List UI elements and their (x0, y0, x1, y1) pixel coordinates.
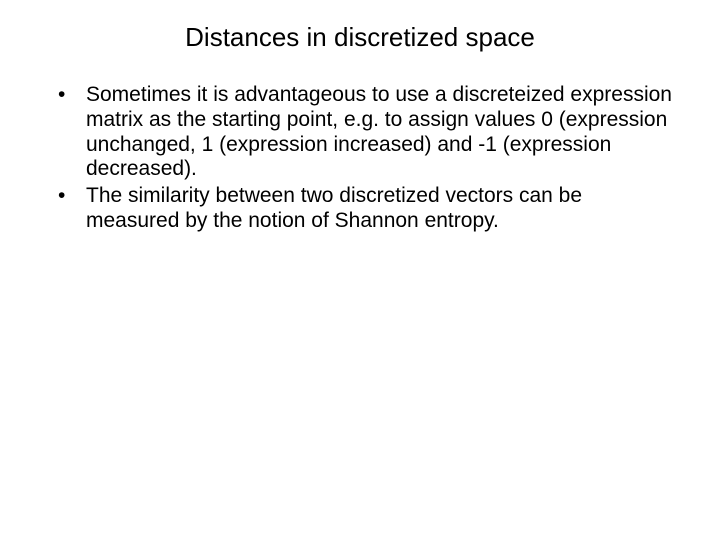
slide-title: Distances in discretized space (44, 22, 676, 53)
bullet-list: Sometimes it is advantageous to use a di… (44, 83, 676, 234)
list-item: Sometimes it is advantageous to use a di… (50, 83, 676, 182)
list-item: The similarity between two discretized v… (50, 184, 676, 234)
slide: Distances in discretized space Sometimes… (0, 0, 720, 540)
